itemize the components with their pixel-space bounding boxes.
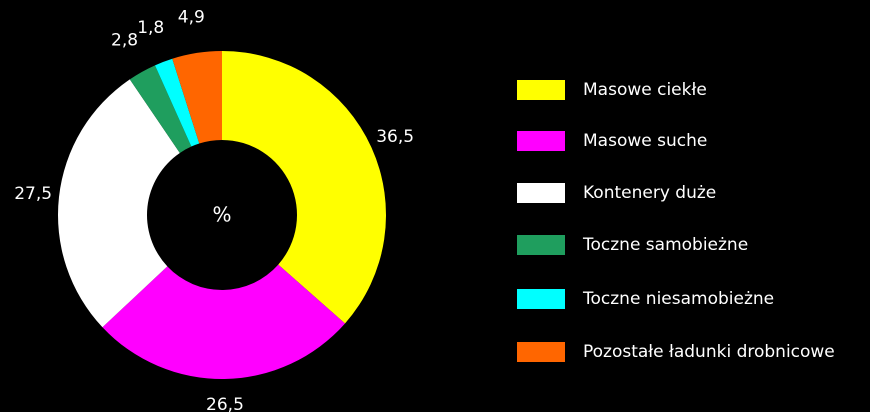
legend-swatch — [517, 235, 565, 255]
donut-slice — [57, 79, 180, 328]
legend-label: Pozostałe ładunki drobnicowe — [583, 342, 835, 362]
legend-label: Masowe suche — [583, 131, 707, 151]
center-label: % — [212, 203, 231, 227]
donut-slice — [154, 58, 200, 147]
legend-swatch — [517, 342, 565, 362]
data-label: 36,5 — [376, 127, 414, 147]
legend-swatch — [517, 80, 565, 100]
legend-swatch — [517, 183, 565, 203]
legend-label: Toczne samobieżne — [582, 235, 748, 255]
data-label: 2,8 — [111, 30, 138, 50]
data-label: 1,8 — [137, 18, 164, 38]
donut-slice — [102, 264, 346, 379]
data-label: 4,9 — [178, 7, 205, 27]
donut-slice — [129, 65, 192, 153]
data-label: 27,5 — [14, 184, 52, 204]
legend-label: Masowe ciekłe — [583, 80, 707, 100]
data-label: 26,5 — [206, 395, 244, 412]
legend-swatch — [517, 131, 565, 151]
legend-label: Kontenery duże — [583, 183, 716, 203]
legend-label: Toczne niesamobieżne — [582, 289, 774, 309]
donut-slice — [172, 51, 222, 144]
donut-slice — [222, 51, 386, 324]
legend-swatch — [517, 289, 565, 309]
